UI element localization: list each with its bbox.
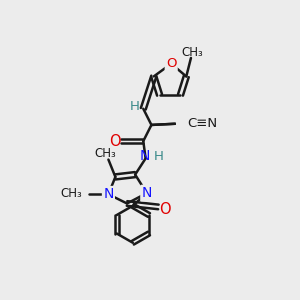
Text: O: O bbox=[166, 57, 176, 70]
Text: N: N bbox=[103, 187, 114, 201]
Text: H: H bbox=[130, 100, 140, 113]
Text: CH₃: CH₃ bbox=[94, 147, 116, 160]
Text: N: N bbox=[142, 186, 152, 200]
Text: CH₃: CH₃ bbox=[60, 187, 82, 200]
Text: CH₃: CH₃ bbox=[181, 46, 203, 59]
Text: H: H bbox=[154, 150, 163, 163]
Text: C≡N: C≡N bbox=[188, 117, 218, 130]
Text: N: N bbox=[139, 149, 150, 163]
Text: O: O bbox=[159, 202, 171, 217]
Text: O: O bbox=[109, 134, 121, 148]
